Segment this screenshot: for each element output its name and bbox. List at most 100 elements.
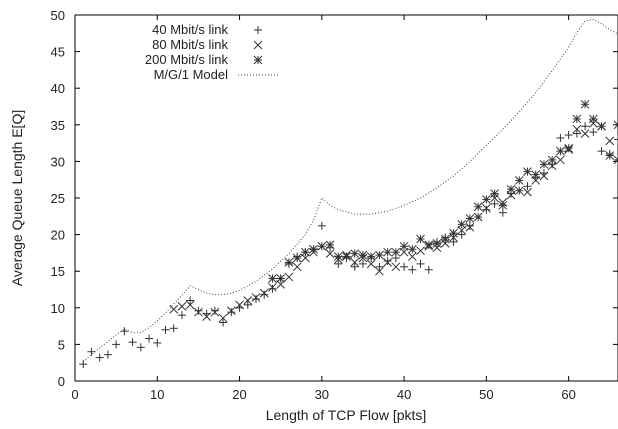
data-point xyxy=(210,307,220,317)
y-tick-label: 30 xyxy=(51,154,65,169)
data-point xyxy=(514,176,524,185)
x-tick-label: 60 xyxy=(561,387,575,402)
data-point xyxy=(226,306,236,316)
data-point xyxy=(177,301,187,311)
data-point xyxy=(292,262,302,272)
data-point xyxy=(564,143,573,153)
data-point xyxy=(276,274,286,283)
data-point xyxy=(523,182,532,191)
data-point xyxy=(490,193,499,203)
data-point xyxy=(169,324,178,333)
data-point xyxy=(588,118,598,128)
data-point xyxy=(465,214,475,223)
data-point xyxy=(440,239,450,248)
data-point xyxy=(490,199,499,208)
data-point xyxy=(399,241,409,251)
data-point xyxy=(366,252,376,261)
data-point xyxy=(523,167,532,177)
data-point xyxy=(432,239,442,248)
data-point xyxy=(383,256,392,265)
y-tick-label: 10 xyxy=(51,301,65,316)
data-point xyxy=(227,308,236,317)
data-point xyxy=(424,240,434,250)
data-point xyxy=(539,159,549,169)
data-point xyxy=(613,120,618,130)
x-tick-label: 20 xyxy=(232,387,246,402)
data-point xyxy=(506,184,516,194)
legend-label: 80 Mbit/s link xyxy=(152,37,228,52)
data-point xyxy=(400,262,409,271)
data-point xyxy=(572,114,582,124)
data-point xyxy=(523,187,532,197)
legend-label: 40 Mbit/s link xyxy=(152,22,228,37)
data-point xyxy=(383,258,392,267)
data-point xyxy=(350,262,359,271)
data-point xyxy=(514,186,524,196)
data-point xyxy=(284,272,294,282)
data-point xyxy=(449,237,458,246)
data-point xyxy=(473,212,483,222)
data-point xyxy=(383,247,392,257)
data-point xyxy=(235,300,244,310)
data-point xyxy=(120,327,129,336)
y-axis-label: Average Queue Length E[Q] xyxy=(9,110,25,286)
data-point xyxy=(581,122,590,131)
data-point xyxy=(465,221,474,230)
data-point xyxy=(432,243,442,253)
legend-marker-swatch xyxy=(253,40,263,50)
data-point xyxy=(87,347,96,356)
data-point xyxy=(161,325,170,334)
x-tick-label: 10 xyxy=(150,387,164,402)
data-point xyxy=(252,295,260,304)
y-tick-label: 25 xyxy=(51,191,65,206)
data-point xyxy=(317,241,327,251)
data-point xyxy=(416,246,425,256)
data-point xyxy=(482,195,491,204)
x-tick-label: 30 xyxy=(315,387,329,402)
data-point xyxy=(375,266,384,276)
data-point xyxy=(407,244,417,254)
y-tick-label: 5 xyxy=(58,337,65,352)
data-point xyxy=(580,99,590,109)
data-point xyxy=(605,136,615,146)
data-point xyxy=(309,244,318,254)
data-point xyxy=(375,262,384,271)
data-point xyxy=(564,131,573,140)
data-point xyxy=(597,121,606,131)
data-point xyxy=(350,258,360,267)
y-tick-label: 15 xyxy=(51,264,65,279)
data-point xyxy=(194,307,203,317)
model-line xyxy=(82,18,618,363)
data-point xyxy=(177,311,186,320)
data-point xyxy=(325,249,335,258)
data-point xyxy=(169,304,179,314)
data-point xyxy=(449,228,458,238)
data-point xyxy=(556,133,565,142)
data-point xyxy=(498,200,508,210)
data-point xyxy=(465,222,475,232)
data-point xyxy=(251,293,261,302)
data-point xyxy=(457,230,466,239)
data-point xyxy=(202,312,211,321)
data-point xyxy=(482,205,491,214)
data-point xyxy=(153,338,162,347)
x-tick-label: 0 xyxy=(71,387,78,402)
data-point xyxy=(259,288,269,298)
data-point xyxy=(588,114,598,124)
data-point xyxy=(440,234,450,244)
x-tick-label: 50 xyxy=(479,387,493,402)
y-tick-label: 20 xyxy=(51,228,65,243)
data-point xyxy=(556,155,565,165)
data-point xyxy=(243,296,253,305)
legend-label: M/G/1 Model xyxy=(154,67,229,82)
data-point xyxy=(219,318,228,327)
y-tick-label: 40 xyxy=(51,81,65,96)
y-tick-label: 0 xyxy=(58,374,65,389)
data-point xyxy=(408,265,417,274)
marks-group xyxy=(79,18,618,369)
data-point xyxy=(416,259,425,268)
data-point xyxy=(572,124,582,134)
data-point xyxy=(547,155,557,165)
